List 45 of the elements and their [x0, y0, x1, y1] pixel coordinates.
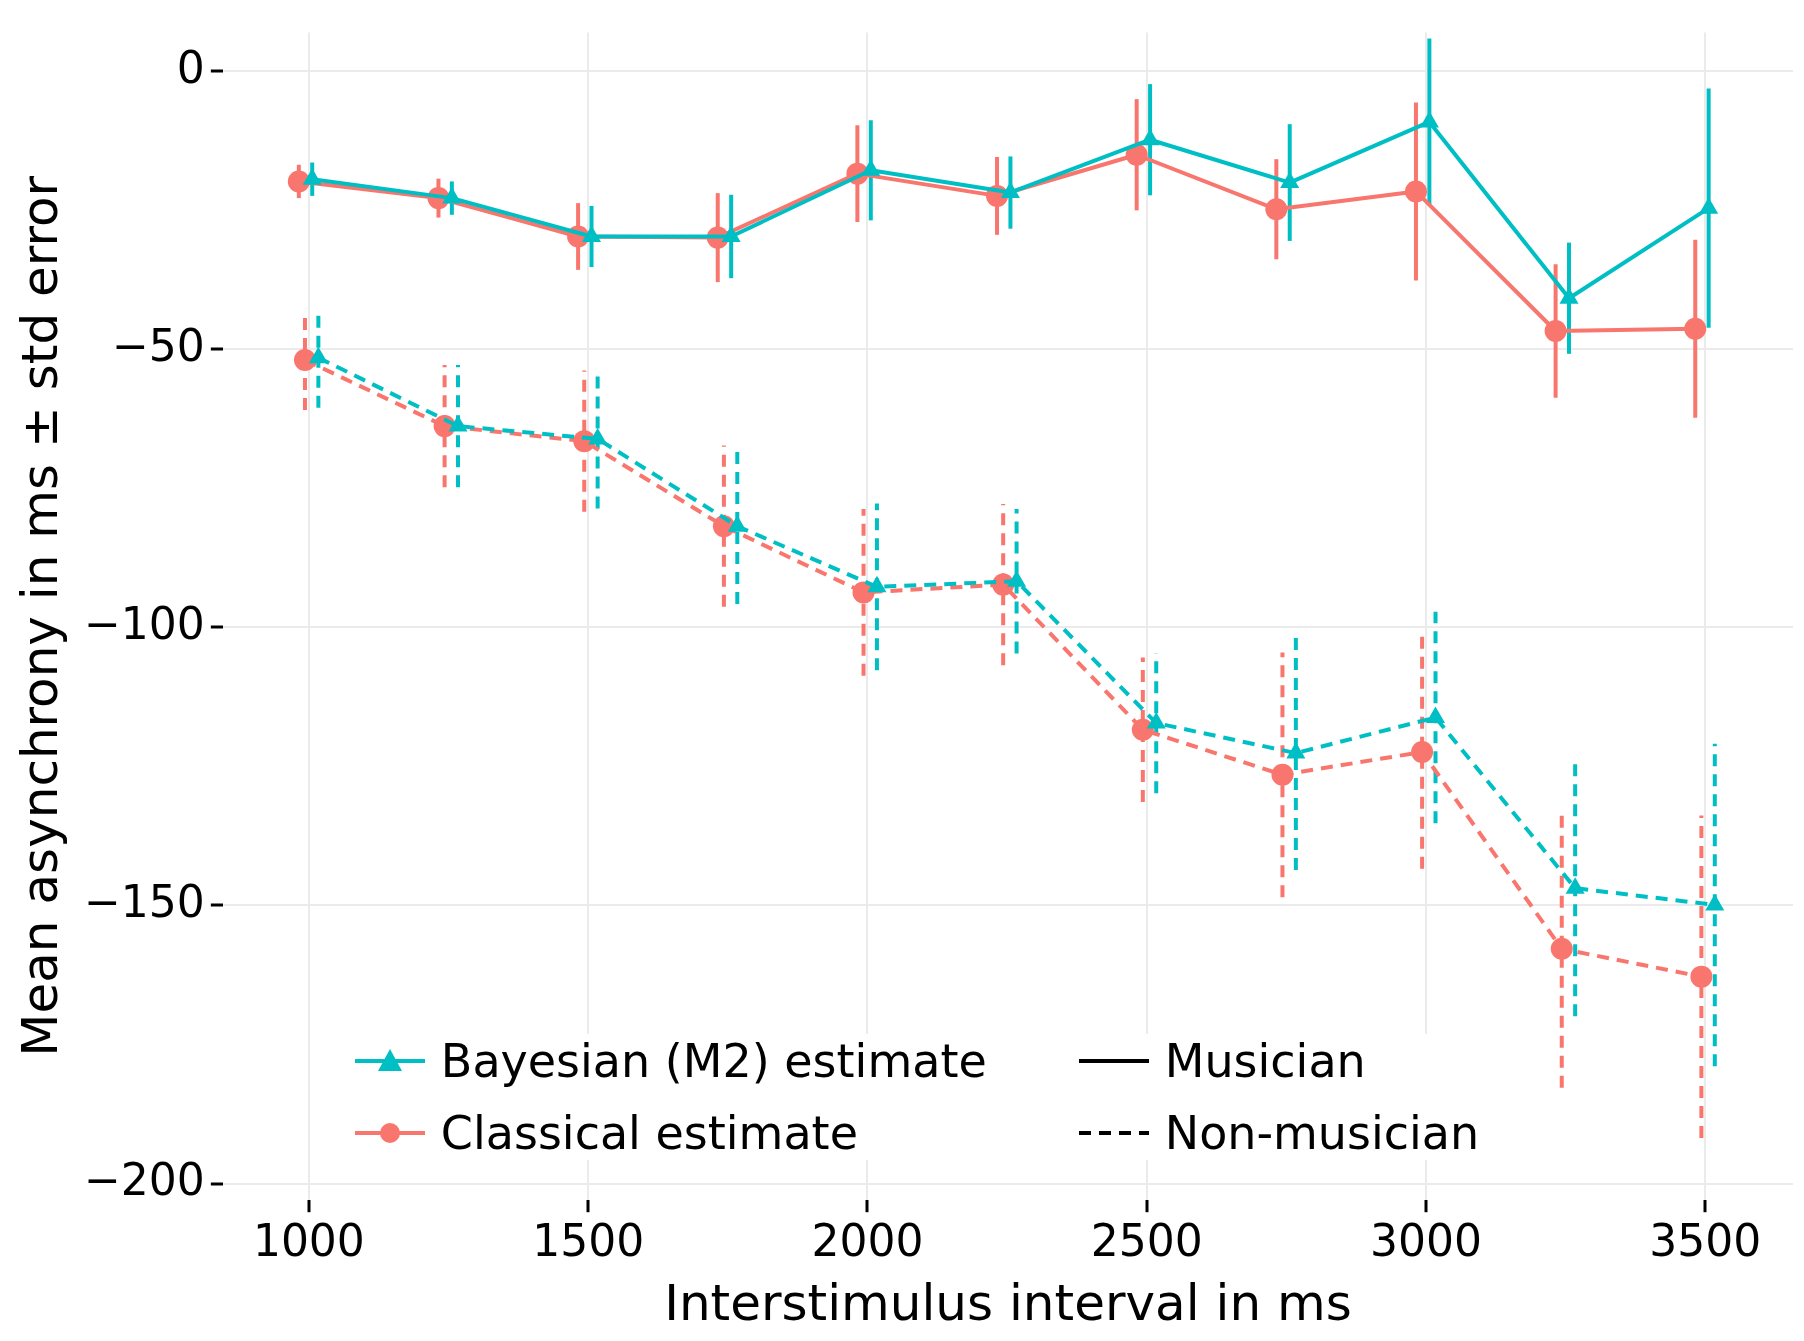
point	[442, 187, 462, 204]
y-tick-label: 0	[176, 41, 205, 93]
x-tick-label: 2000	[811, 1215, 924, 1267]
point	[1007, 570, 1027, 587]
point	[1550, 937, 1573, 960]
point	[1565, 877, 1585, 894]
legend-label: Classical estimate	[440, 1106, 858, 1161]
point	[721, 225, 741, 242]
point	[1425, 706, 1446, 724]
x-tick-label: 3500	[1649, 1215, 1762, 1267]
point	[588, 427, 608, 445]
point	[1146, 712, 1166, 729]
x-tick-label: 1000	[252, 1215, 365, 1267]
y-tick-label: −50	[111, 319, 205, 371]
y-tick-label: −200	[83, 1153, 205, 1205]
point	[867, 575, 887, 593]
point	[1271, 763, 1294, 786]
point	[1559, 287, 1579, 304]
point	[1000, 181, 1020, 199]
point	[1419, 110, 1439, 128]
point	[1411, 740, 1434, 763]
point	[293, 348, 316, 371]
x-axis-title: Interstimulus interval in ms	[664, 1273, 1352, 1332]
x-tick-label: 3000	[1370, 1215, 1483, 1267]
point	[302, 168, 322, 185]
y-tick-label: −100	[83, 597, 205, 649]
point	[581, 225, 602, 242]
point	[1690, 965, 1713, 988]
point	[1140, 128, 1160, 146]
point	[448, 415, 468, 432]
legend-label: Bayesian (M2) estimate	[440, 1034, 987, 1089]
y-axis-title: Mean asynchrony in ms ± std error	[10, 175, 69, 1057]
x-tick-label: 1500	[532, 1215, 645, 1267]
y-tick-label: −150	[83, 875, 205, 927]
point	[1286, 742, 1306, 759]
legend-label: Non-musician	[1164, 1106, 1480, 1161]
point	[308, 346, 328, 364]
point	[1699, 197, 1719, 214]
point	[1280, 171, 1300, 189]
legend-label: Musician	[1164, 1034, 1366, 1089]
point	[1131, 718, 1154, 741]
point	[727, 515, 747, 532]
x-tick-label: 2500	[1090, 1215, 1203, 1267]
point	[861, 159, 881, 176]
point	[1705, 893, 1725, 911]
